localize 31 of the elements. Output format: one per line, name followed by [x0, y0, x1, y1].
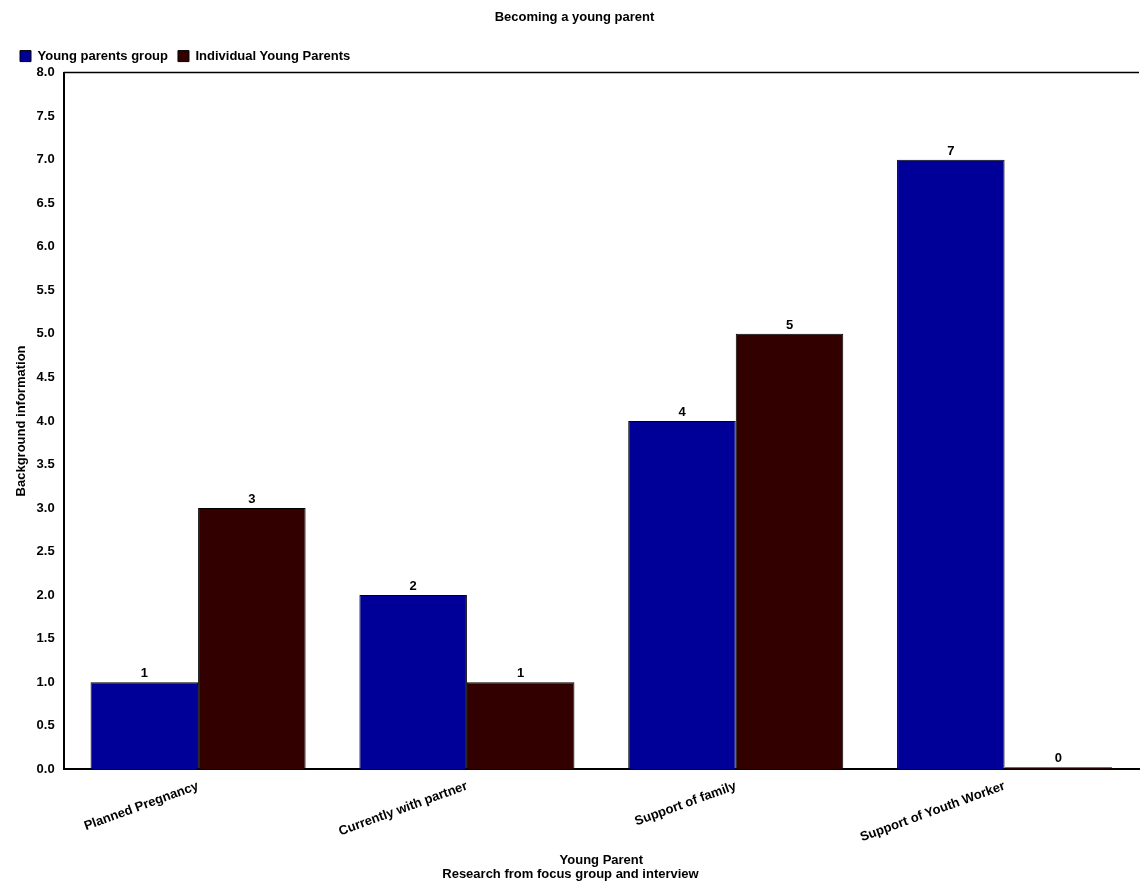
y-tick-label: 0.5: [36, 717, 55, 733]
legend-label: Individual Young Parents: [195, 47, 351, 63]
y-tick-label: 4.0: [36, 412, 55, 428]
y-tick-label: 0.0: [36, 760, 55, 776]
y-tick-label: 6.5: [36, 194, 55, 210]
y-tick-label: 7.5: [36, 107, 55, 123]
y-tick-label: 1.0: [36, 673, 55, 689]
x-axis-title: Young Parent: [559, 851, 644, 867]
y-axis-title: Background information: [13, 345, 29, 497]
y-tick-label: 3.5: [36, 456, 55, 472]
text: Research from focus group and interview: [441, 866, 700, 881]
y-tick-label: 5.5: [36, 281, 55, 297]
y-tick-label: 4.5: [36, 368, 55, 384]
y-tick-label: 7.0: [36, 151, 55, 167]
data-label: 7: [947, 142, 955, 158]
data-label: 4: [678, 404, 687, 420]
data-label: 0: [1054, 750, 1062, 766]
y-tick-label: 1.5: [36, 630, 55, 646]
y-tick-label: 3.0: [36, 499, 55, 515]
chart-title: Becoming a young parent: [494, 9, 655, 25]
data-label: 2: [409, 578, 417, 594]
y-tick-label: 8.0: [36, 64, 55, 80]
data-label: 1: [517, 665, 525, 681]
y-tick-label: 2.0: [36, 586, 55, 602]
y-tick-label: 6.0: [36, 238, 55, 254]
legend-label: Young parents group: [37, 47, 169, 63]
data-label: 1: [140, 665, 148, 681]
y-tick-label: 2.5: [36, 543, 55, 559]
y-tick-label: 5.0: [36, 325, 55, 341]
data-label: 5: [785, 316, 794, 332]
data-label: 3: [248, 491, 256, 507]
